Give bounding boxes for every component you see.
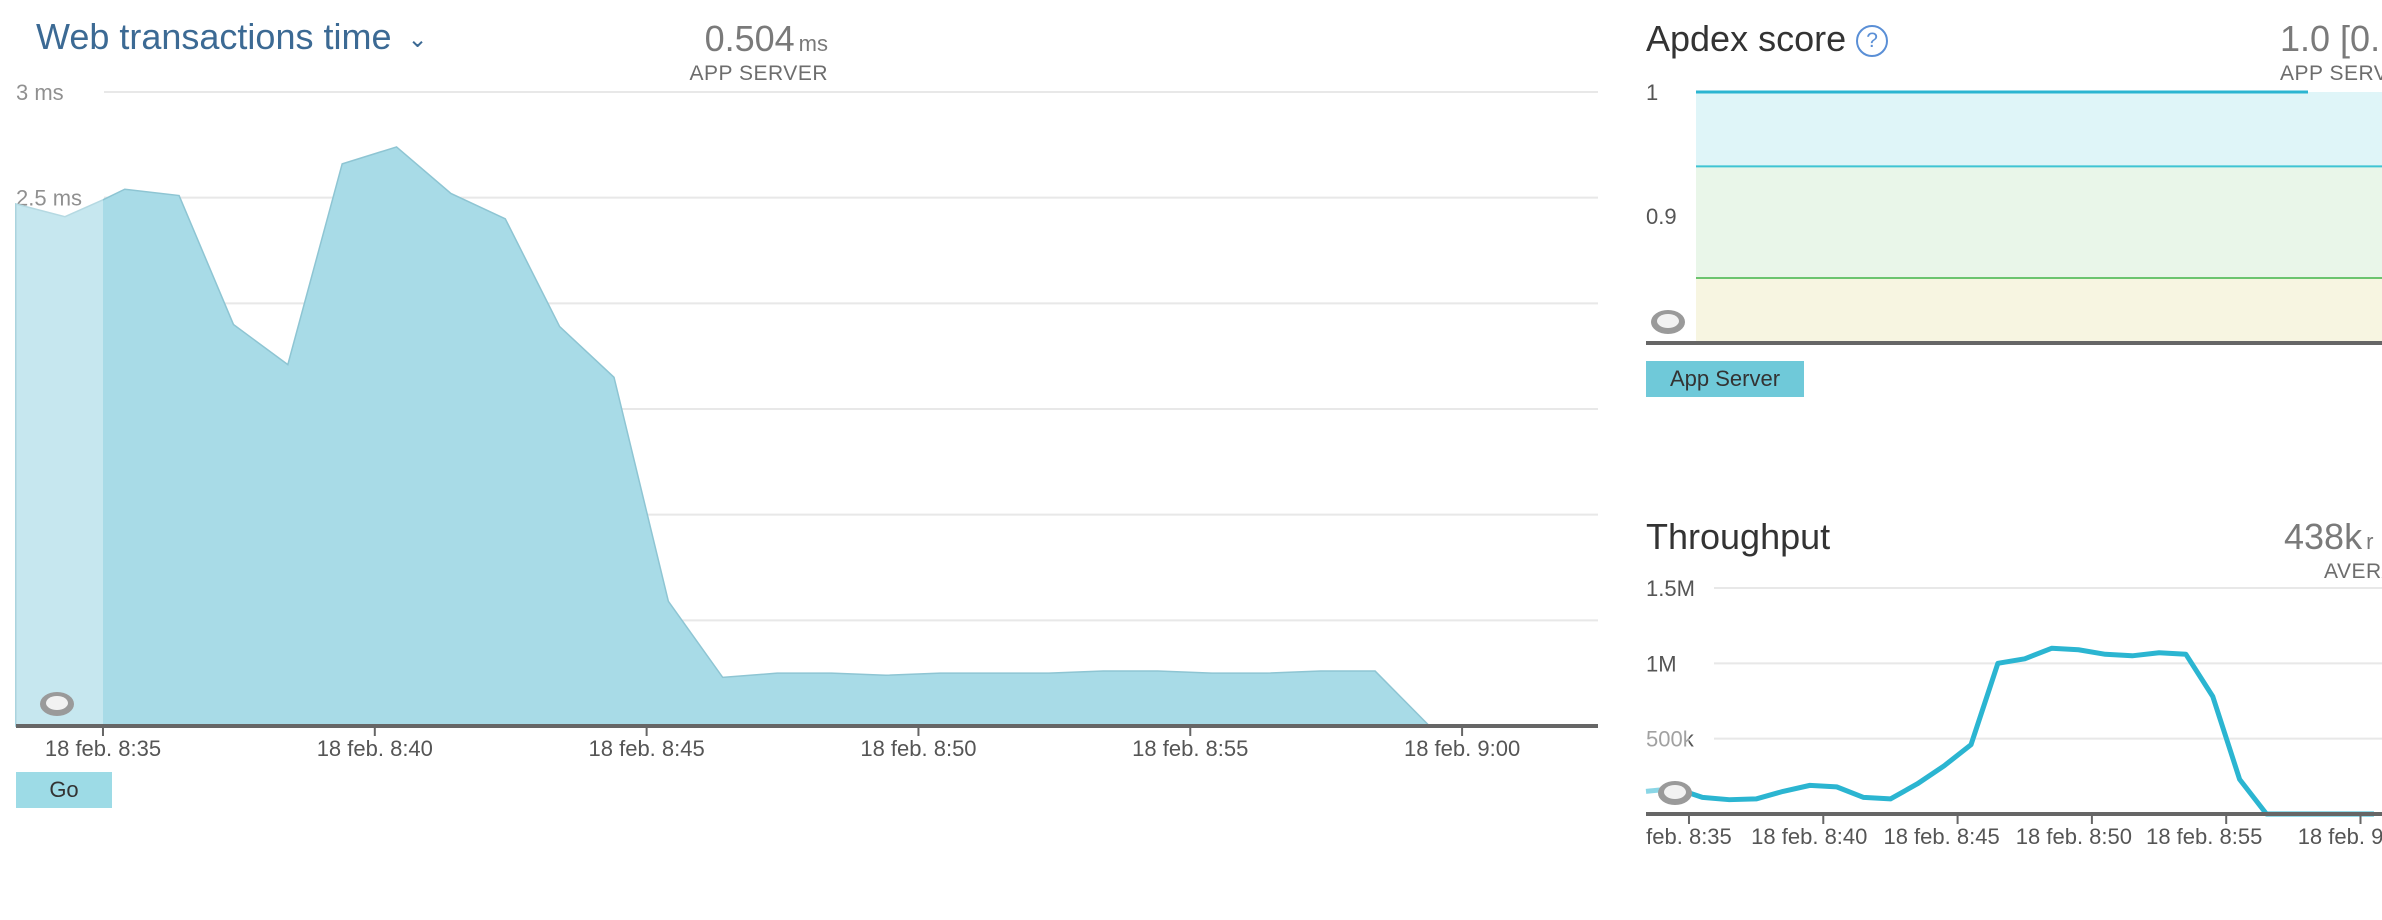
y-tick-label: 1.5M [1646, 576, 1695, 601]
x-tick-label: 18 feb. 8:55 [2146, 824, 2262, 849]
throughput-value-label: AVERA [2324, 560, 2382, 583]
web-transactions-value-number: 0.504 [704, 18, 795, 59]
apdex-value-number: 1.0 [0. [2280, 18, 2381, 59]
x-tick-label: 18 feb. 8:55 [1132, 736, 1248, 761]
x-tick-label: 18 feb. 8:40 [317, 736, 433, 761]
y-tick-label: 3 ms [16, 80, 64, 105]
legend-go-button[interactable]: Go [16, 772, 112, 808]
help-icon[interactable]: ? [1856, 25, 1889, 57]
x-tick-label: 18 feb. 8:50 [860, 736, 976, 761]
web-transactions-value-unit: ms [798, 31, 828, 56]
apdex-value: 1.0 [0. APP SERV [2280, 18, 2382, 86]
range-handle[interactable] [1651, 310, 1685, 334]
apdex-title: Apdex score? [1646, 18, 1889, 60]
web-transactions-title[interactable]: Web transactions time ⌄ [36, 16, 428, 58]
range-handle[interactable] [1658, 781, 1692, 805]
series-area [15, 146, 1484, 727]
apdex-value-label: APP SERV [2280, 62, 2382, 85]
throughput-title: Throughput [1646, 516, 1831, 557]
partial-bucket-overlay [1640, 88, 1696, 343]
apdex-chart[interactable]: 10.9 [1640, 0, 2382, 360]
web-transactions-value-label: APP SERVER [689, 62, 828, 85]
x-tick-label: 18 feb. 8:45 [1883, 824, 1999, 849]
throughput-value-unit: r [2366, 529, 2374, 554]
x-tick-label: 18 feb. 8:35 [45, 736, 161, 761]
x-tick-label: 18 feb. 8:45 [589, 736, 705, 761]
apdex-band [1696, 92, 2382, 167]
x-tick-label: 18 feb. 8:50 [2016, 824, 2132, 849]
y-tick-label: 500k [1646, 727, 1695, 752]
legend-app-server-button[interactable]: App Server [1646, 361, 1804, 397]
web-transactions-title-text: Web transactions time [36, 16, 392, 57]
y-tick-label: 1 [1646, 80, 1658, 105]
throughput-value-number: 438k [2284, 516, 2363, 557]
partial-bucket-overlay [16, 72, 103, 726]
x-tick-label: 18 feb. 9 [2298, 824, 2382, 849]
apdex-title-text: Apdex score [1646, 18, 1847, 59]
apdex-band [1696, 166, 2382, 278]
chevron-down-icon[interactable]: ⌄ [407, 25, 428, 53]
x-tick-label: 18 feb. 9:00 [1404, 736, 1520, 761]
apdex-band [1696, 278, 2382, 343]
y-tick-label: 1M [1646, 651, 1677, 676]
series-line [1645, 645, 2374, 817]
throughput-chart[interactable]: 1.5M 1M 500k feb. 8:35 18 feb. 8:40 18 feb. 8… [1640, 500, 2382, 880]
apdex-panel: Apdex score? 1.0 [0. APP SERV 1 0.9 App S… [1640, 0, 2382, 420]
y-tick-label: 0.9 [1646, 204, 1677, 229]
range-handle[interactable] [40, 692, 74, 716]
web-transactions-value: 0.504 ms APP SERVER [690, 18, 828, 86]
x-tick-label: feb. 8:35 [1646, 824, 1732, 849]
web-transactions-panel: Web transactions time ⌄ 0.504 ms APP SERVE… [0, 0, 1610, 808]
x-tick-label: 18 feb. 8:40 [1751, 824, 1867, 849]
